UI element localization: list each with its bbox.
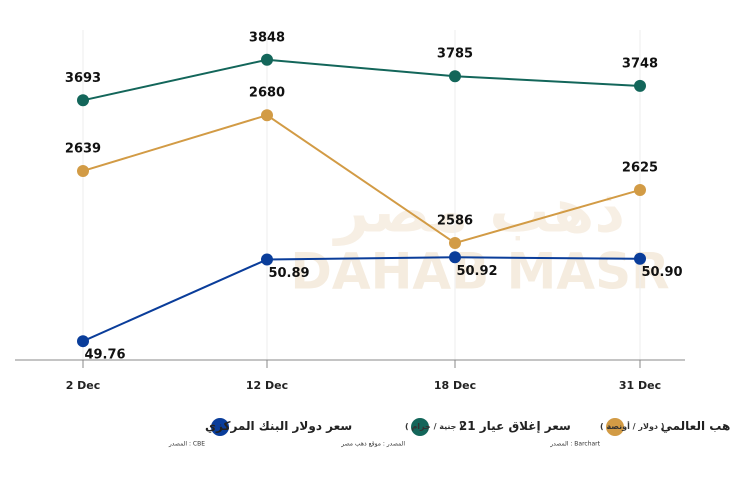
point	[449, 251, 461, 264]
point	[261, 53, 273, 66]
point	[77, 94, 89, 107]
legend-swatch	[606, 418, 624, 436]
data-label: 50.89	[268, 266, 309, 281]
legend-swatch	[411, 418, 429, 436]
data-label: 2639	[65, 141, 101, 156]
series-line	[82, 256, 641, 343]
legend-source: المصدر : CBE	[168, 441, 205, 448]
legend-unit: ( جنية / جرام )	[405, 422, 463, 431]
series-line	[82, 114, 641, 245]
point	[77, 164, 89, 177]
legend-source: المصدر : موقع ذهب مصر	[340, 441, 405, 448]
data-label: 3693	[65, 71, 101, 86]
legend-name: سعر الذهب العالمي	[660, 419, 730, 433]
x-tick-label: 12 Dec	[246, 379, 288, 392]
point	[449, 237, 461, 250]
data-label: 49.76	[84, 348, 125, 363]
legend-label: سعر الذهب العالمي( دولار / أونصة )	[600, 419, 730, 433]
data-label: 3748	[622, 56, 658, 71]
legend-label: سعر إغلاق عيار 21( جنية / جرام )	[405, 419, 571, 433]
data-label: 3848	[249, 30, 285, 45]
x-tick-label: 2 Dec	[66, 379, 101, 392]
data-label: 2625	[622, 161, 658, 176]
watermark: DAHAB MASR	[290, 243, 669, 301]
watermark-arabic: ذهب مصر	[332, 177, 625, 247]
data-label: 3785	[437, 47, 473, 62]
data-label: 2586	[437, 214, 473, 229]
point	[449, 70, 461, 83]
legend-name: سعر إغلاق عيار 21	[459, 419, 571, 433]
x-tick-label: 18 Dec	[434, 379, 476, 392]
legend-label: سعر دولار البنك المركزي	[205, 419, 352, 434]
data-label: 2680	[249, 86, 285, 101]
series-line	[82, 58, 641, 102]
point	[634, 252, 646, 265]
data-label: 50.90	[641, 265, 682, 280]
legend-swatch	[211, 418, 229, 436]
point	[77, 335, 89, 348]
legend-name: سعر دولار البنك المركزي	[205, 419, 352, 434]
legend-unit: ( دولار / أونصة )	[600, 421, 664, 431]
legend-source: المصدر : Barchart	[549, 441, 600, 448]
point	[634, 79, 646, 92]
point	[261, 253, 273, 266]
data-label: 50.92	[456, 264, 497, 279]
point	[634, 184, 646, 196]
x-tick-label: 31 Dec	[619, 379, 661, 392]
point	[261, 109, 273, 122]
